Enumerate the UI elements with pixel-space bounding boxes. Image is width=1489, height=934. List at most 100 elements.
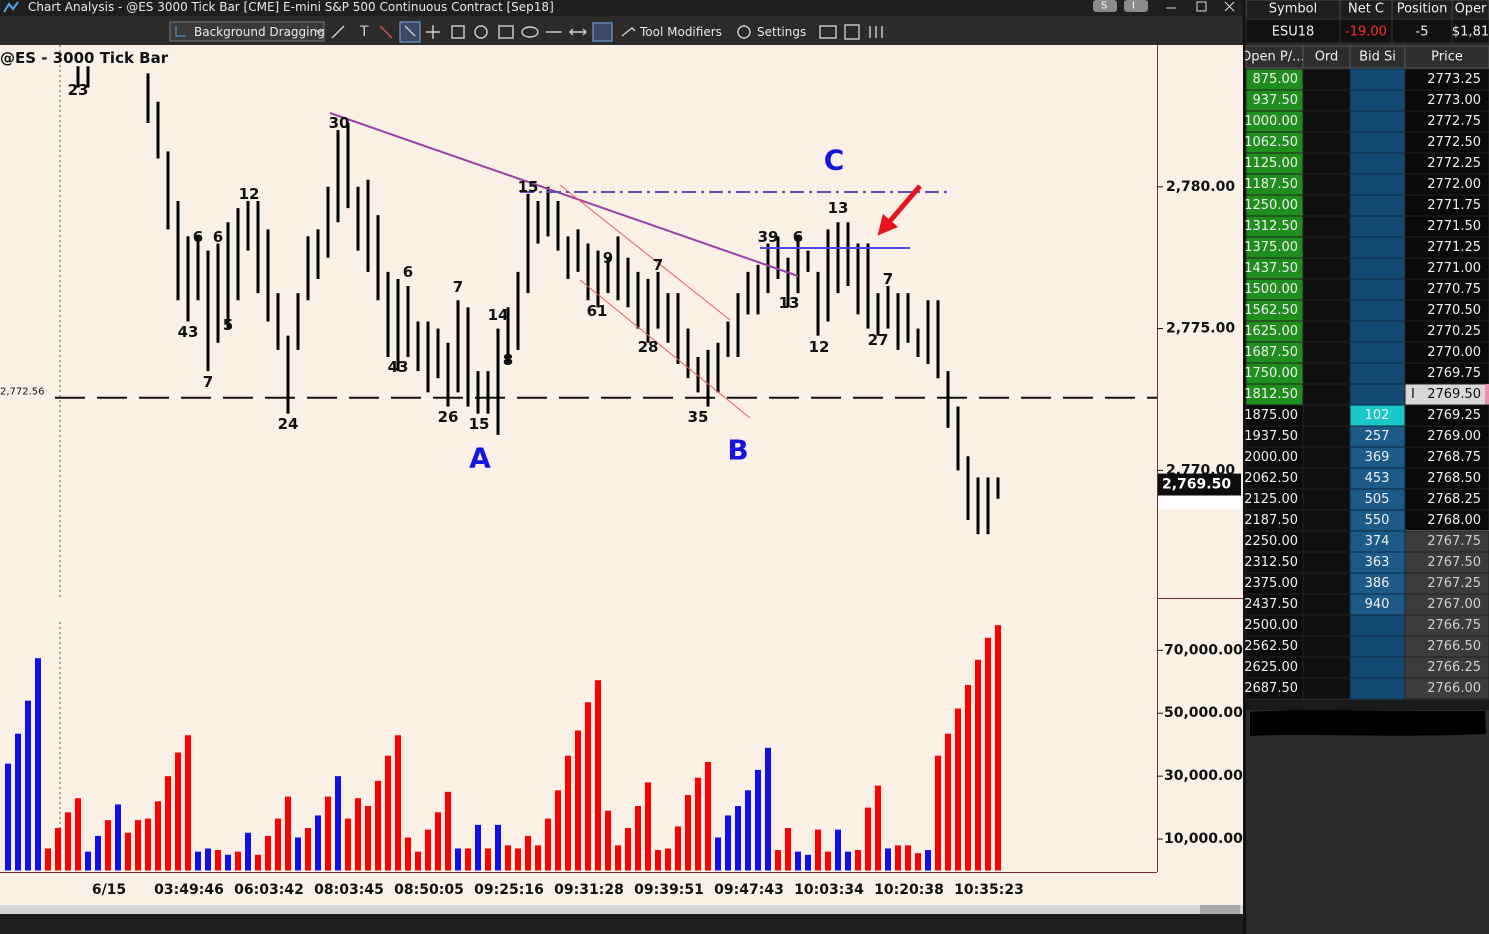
y-tick-label: 10,000.00	[1164, 831, 1243, 847]
app-icon	[3, 1, 19, 13]
badge-label[interactable]: I	[1132, 1, 1135, 12]
volume-bar	[255, 854, 261, 871]
bid-cell	[1349, 68, 1406, 91]
bid-cell	[1349, 236, 1406, 259]
volume-bar	[995, 625, 1001, 871]
ord-cell	[1302, 425, 1351, 448]
pl-value: 1250.00	[1244, 198, 1298, 213]
volume-bar	[415, 851, 421, 871]
tool-columns[interactable]	[869, 26, 883, 38]
drawing-tools[interactable]: T	[331, 21, 883, 43]
maximize-button[interactable]	[1196, 1, 1207, 12]
price-value: 2766.25	[1427, 660, 1481, 675]
tool-window[interactable]	[819, 25, 837, 39]
price-value: 2769.50	[1427, 387, 1481, 402]
last-price-label: 2,769.50	[1162, 477, 1231, 493]
price-value: 2769.75	[1427, 366, 1481, 381]
pl-value: 1562.50	[1244, 303, 1298, 318]
close-button[interactable]	[1224, 1, 1235, 12]
volume-bar	[245, 832, 251, 871]
bid-cell	[1349, 131, 1406, 154]
tool-pointer[interactable]	[404, 25, 416, 37]
tool-modifiers[interactable]: Tool Modifiers	[639, 25, 722, 39]
x-tick-label: 06:03:42	[234, 882, 304, 898]
badge[interactable]	[1124, 0, 1148, 12]
tool-delete[interactable]	[379, 25, 393, 39]
column-label: Open P/...	[1241, 50, 1304, 65]
price-value: 2766.00	[1427, 681, 1481, 696]
quote-value: $1,81	[1452, 25, 1489, 40]
volume-bar	[725, 815, 731, 871]
volume-bar	[165, 776, 171, 871]
title-bar	[0, 0, 1245, 16]
x-tick-label: 09:47:43	[714, 882, 784, 898]
volume-bar	[385, 755, 391, 871]
volume-bar	[505, 845, 511, 871]
volume-bar	[555, 790, 561, 871]
bar-count-label: 6	[213, 228, 223, 246]
tool-circle[interactable]	[474, 25, 488, 39]
price-value: 2773.25	[1427, 72, 1481, 87]
y-tick-label: 2,780.00	[1166, 179, 1235, 195]
ord-cell	[1302, 320, 1351, 343]
ord-cell	[1302, 404, 1351, 427]
tool-rect[interactable]	[498, 25, 514, 39]
tool-text-icon[interactable]: T	[359, 24, 369, 40]
bid-cell	[1349, 635, 1406, 658]
tool-modifiers-icon[interactable]	[621, 27, 636, 37]
tool-ellipse[interactable]	[521, 26, 539, 38]
tool-pen[interactable]	[592, 22, 613, 42]
tool-line[interactable]	[331, 25, 345, 39]
volume-bar	[715, 837, 721, 871]
pl-value: 2187.50	[1244, 513, 1298, 528]
volume-bar	[885, 848, 891, 871]
ord-cell	[1302, 614, 1351, 637]
ord-cell	[1302, 488, 1351, 511]
volume-bar	[875, 785, 881, 871]
wave-label: A	[469, 442, 491, 475]
last-price-shadow	[1158, 495, 1241, 510]
dragging-label[interactable]: Background Dragging	[194, 25, 325, 39]
scrollbar[interactable]	[0, 905, 1243, 914]
bar-count-label: 15	[518, 178, 539, 196]
pl-value: 2375.00	[1244, 576, 1298, 591]
last-price-box	[1158, 473, 1241, 496]
x-tick-label: 09:39:51	[634, 882, 704, 898]
header-label: Oper	[1455, 2, 1487, 17]
volume-bar	[945, 733, 951, 871]
tool-select[interactable]	[399, 21, 421, 43]
bid-size: 257	[1365, 429, 1390, 444]
volume-bar	[915, 853, 921, 871]
bid-cell	[1349, 278, 1406, 301]
badge[interactable]	[1093, 0, 1117, 12]
tool-box[interactable]	[451, 25, 465, 39]
column-label: Price	[1431, 50, 1463, 65]
price-value: 2771.50	[1427, 219, 1481, 234]
settings-menu[interactable]: Settings	[757, 25, 806, 39]
chart-background	[0, 45, 1243, 872]
column-header	[1404, 45, 1489, 69]
price-value: 2770.00	[1427, 345, 1481, 360]
volume-bar	[325, 796, 331, 871]
tool-zoom[interactable]	[844, 24, 860, 40]
tool-arrows[interactable]	[569, 28, 587, 36]
volume-bar	[625, 828, 631, 871]
bar-count-label: 15	[469, 415, 490, 433]
bar-count-label: 43	[178, 323, 199, 341]
scroll-thumb[interactable]	[1200, 905, 1240, 914]
badge-label[interactable]: S	[1101, 1, 1107, 12]
drawings	[329, 112, 950, 419]
volume-bar	[485, 848, 491, 871]
volume-bar	[185, 735, 191, 871]
tool-crosshair[interactable]	[426, 25, 440, 39]
ord-cell	[1302, 635, 1351, 658]
bid-cell	[1349, 215, 1406, 238]
bar-count-label: 28	[638, 338, 659, 356]
trendline	[329, 112, 799, 277]
dragging-dropdown[interactable]	[169, 21, 325, 42]
volume-bar	[815, 829, 821, 871]
volume-bar	[895, 845, 901, 871]
settings-icon[interactable]	[737, 25, 751, 39]
volume-bar	[955, 708, 961, 871]
